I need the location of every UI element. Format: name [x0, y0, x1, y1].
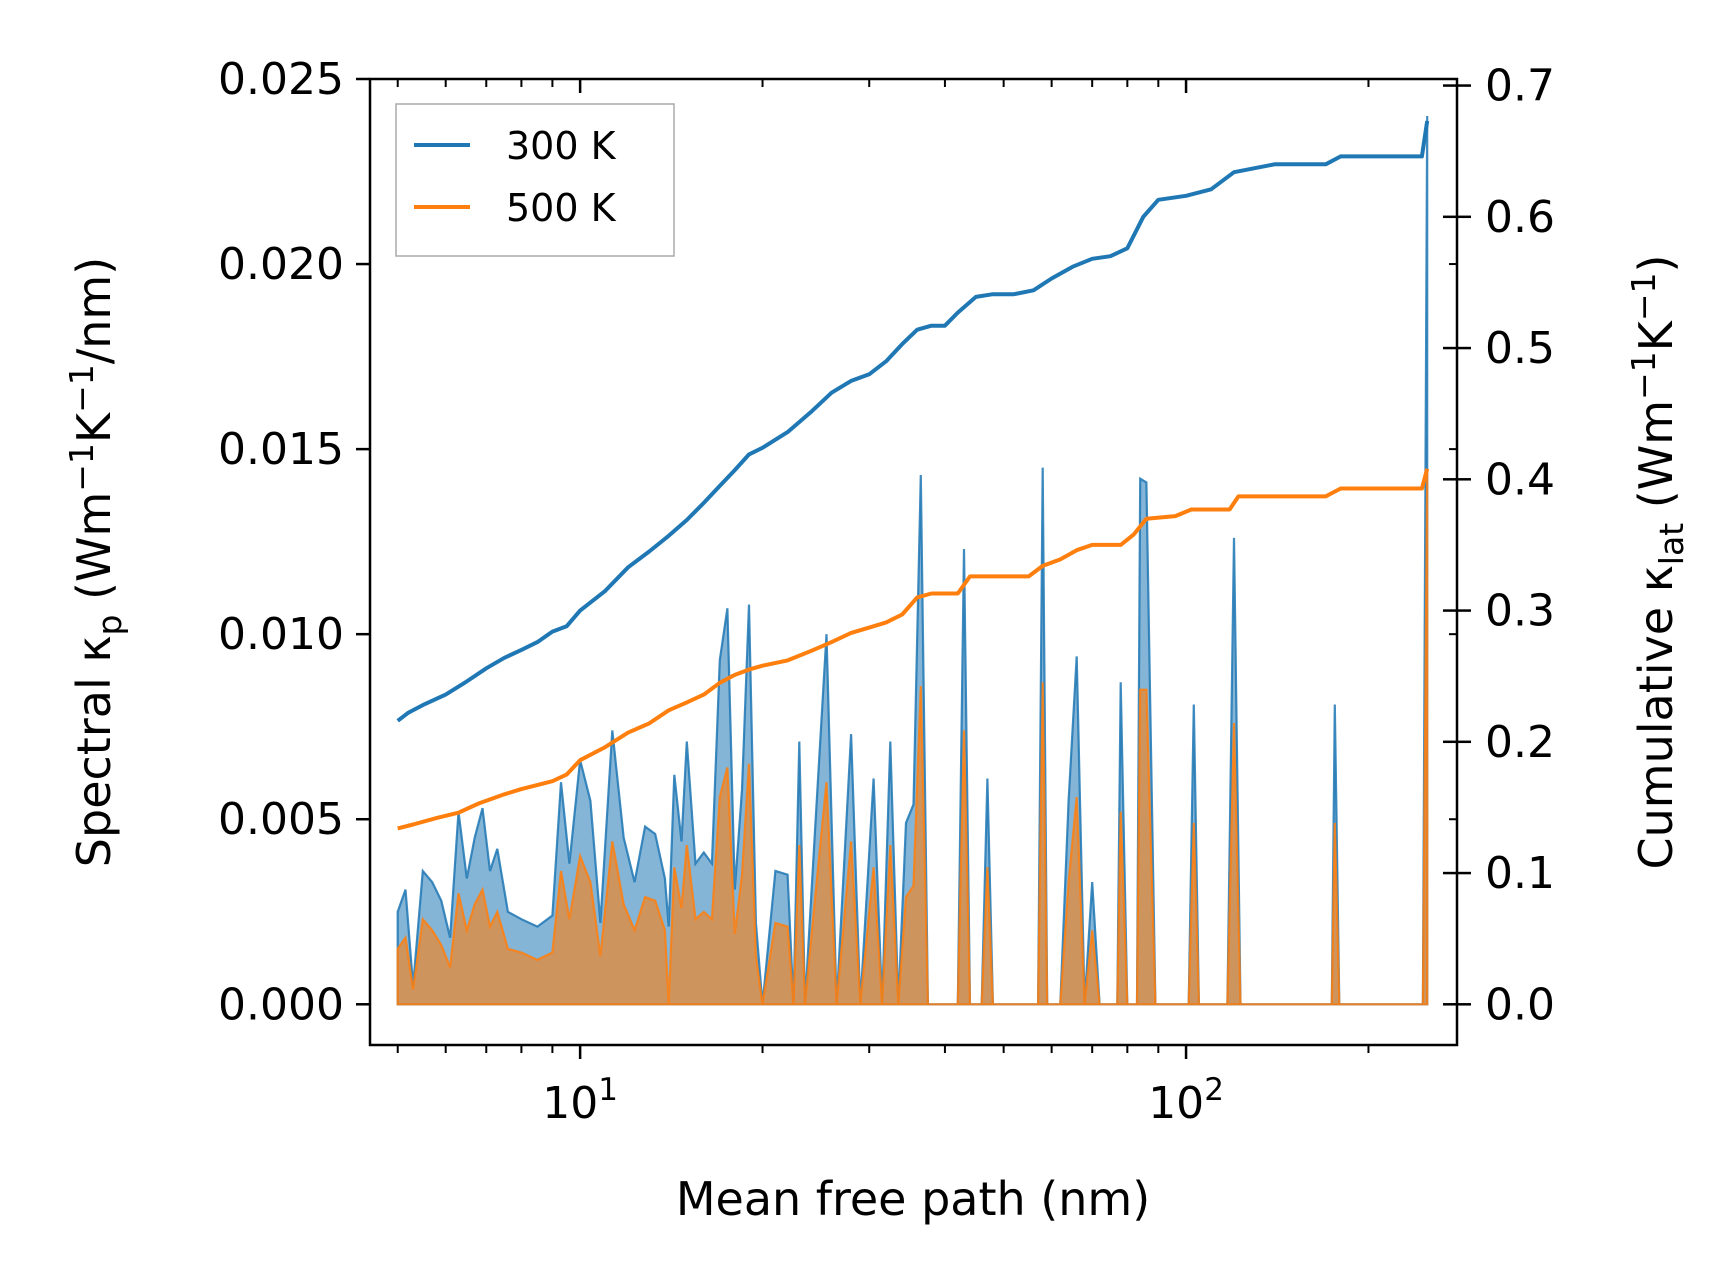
- x-tick-labels: 101 102: [542, 1072, 1224, 1129]
- legend-box: [395, 103, 675, 257]
- left-tick-labels: 0.000 0.005 0.010 0.015 0.020 0.025: [218, 54, 344, 1030]
- spectral-area-500k: [396, 471, 1429, 1006]
- tick-marks: [356, 77, 1471, 1059]
- plot-frame: [368, 77, 1459, 1047]
- x-axis-label: Mean free path (nm): [676, 1172, 1150, 1226]
- right-tick-label: 0.3: [1485, 586, 1555, 637]
- left-tick-label: 0.000: [218, 979, 344, 1030]
- series-lines: [396, 120, 1430, 831]
- right-tick-label: 0.7: [1485, 61, 1555, 112]
- left-tick-label: 0.005: [218, 794, 344, 845]
- x-tick-label: 102: [1148, 1072, 1224, 1129]
- spectral-fills: [396, 115, 1429, 1006]
- left-y-axis-label: Spectral κp (Wm−1K−1/nm): [62, 257, 129, 867]
- right-tick-label: 0.6: [1485, 192, 1555, 243]
- left-tick-label: 0.010: [218, 609, 344, 660]
- right-tick-label: 0.0: [1485, 979, 1555, 1030]
- right-y-axis-label: Cumulative κlat (Wm−1K−1): [1624, 255, 1691, 870]
- legend: 300 K 500 K: [395, 103, 675, 257]
- right-tick-label: 0.4: [1485, 454, 1555, 505]
- left-tick-label: 0.020: [218, 239, 344, 290]
- x-tick-label: 101: [542, 1072, 618, 1129]
- left-tick-label: 0.015: [218, 424, 344, 475]
- right-tick-labels: 0.0 0.1 0.2 0.3 0.4 0.5 0.6 0.7: [1485, 61, 1555, 1031]
- left-tick-label: 0.025: [218, 54, 344, 105]
- cumulative-line-300k: [396, 120, 1430, 723]
- cumulative-line-500k: [397, 468, 1430, 831]
- right-tick-label: 0.5: [1485, 323, 1555, 374]
- right-tick-label: 0.2: [1485, 717, 1555, 768]
- right-tick-label: 0.1: [1485, 848, 1555, 899]
- legend-label-500k: 500 K: [506, 186, 617, 230]
- legend-label-300k: 300 K: [506, 124, 617, 168]
